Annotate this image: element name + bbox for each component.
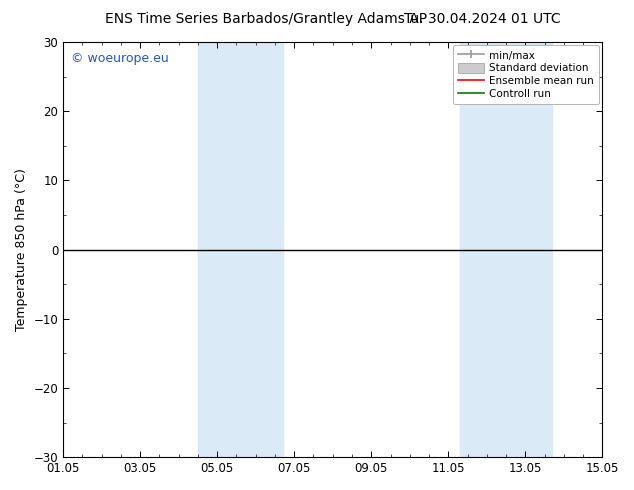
Text: © woeurope.eu: © woeurope.eu: [71, 52, 169, 66]
Legend: min/max, Standard deviation, Ensemble mean run, Controll run: min/max, Standard deviation, Ensemble me…: [453, 45, 599, 104]
Text: Tu. 30.04.2024 01 UTC: Tu. 30.04.2024 01 UTC: [403, 12, 560, 26]
Bar: [198, 42, 283, 457]
Y-axis label: Temperature 850 hPa (°C): Temperature 850 hPa (°C): [15, 168, 28, 331]
Text: ENS Time Series Barbados/Grantley Adams AP: ENS Time Series Barbados/Grantley Adams …: [105, 12, 427, 26]
Bar: [460, 42, 552, 457]
